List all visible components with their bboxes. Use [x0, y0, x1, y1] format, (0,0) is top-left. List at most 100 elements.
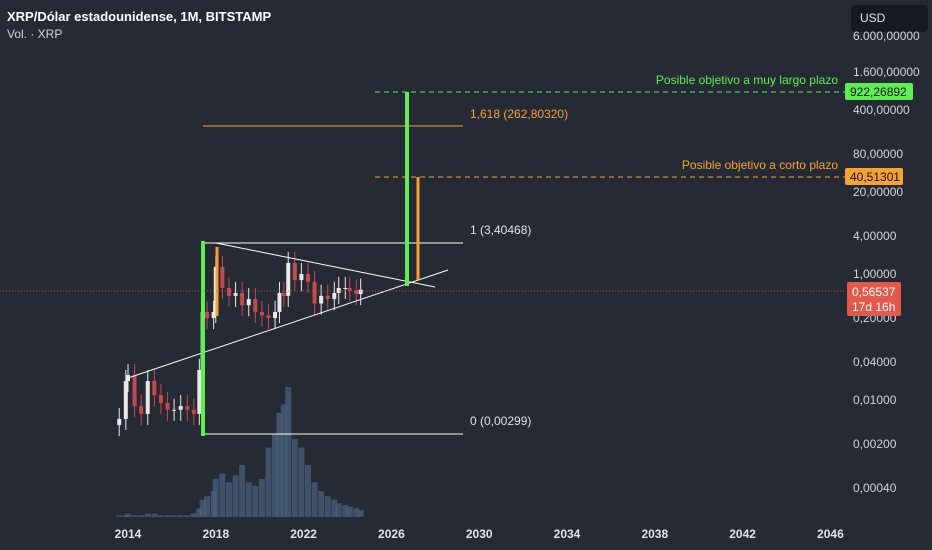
volume-bar	[245, 482, 252, 517]
candle-body	[132, 374, 137, 407]
volume-bar	[212, 478, 219, 517]
candle-body	[145, 381, 150, 414]
candle-body	[292, 262, 297, 281]
short-target-price: 40,51301	[850, 170, 900, 184]
short-target-text: Posible objetivo a corto plazo	[682, 158, 838, 172]
candle-body	[220, 266, 225, 288]
volume-bar	[219, 473, 226, 517]
x-tick-label: 2046	[817, 527, 844, 541]
x-tick-label: 2014	[115, 527, 142, 541]
volume-bar	[171, 515, 178, 517]
countdown: 17d 16h	[852, 300, 895, 314]
volume-bar	[276, 413, 283, 517]
x-tick-label: 2026	[378, 527, 405, 541]
volume-bar	[184, 515, 191, 517]
candle-body	[347, 287, 352, 291]
candle-body	[266, 315, 271, 319]
candle-body	[197, 369, 202, 414]
volume-bar	[196, 508, 203, 517]
volume-bar	[285, 387, 292, 517]
x-tick-label: 2018	[202, 527, 229, 541]
candle-body	[185, 406, 190, 410]
y-tick-label: 1.600,00000	[853, 65, 920, 79]
x-tick-label: 2038	[641, 527, 668, 541]
volume-bar	[331, 499, 338, 517]
y-tick-label: 0,01000	[853, 393, 897, 407]
candle-body	[165, 402, 170, 410]
y-tick-label: 0,00200	[853, 437, 897, 451]
volume-bar	[342, 504, 349, 517]
x-tick-label: 2022	[290, 527, 317, 541]
candle-body	[336, 287, 341, 293]
y-tick-label: 6.000,00000	[853, 29, 920, 43]
volume-bar	[144, 513, 151, 517]
candle-body	[277, 292, 282, 312]
volume-bar	[199, 499, 206, 517]
fib-level-0-label: 0 (0,00299)	[470, 414, 531, 428]
y-tick-label: 0,00040	[853, 481, 897, 495]
volume-bar	[190, 513, 197, 517]
volume-bar	[324, 496, 331, 517]
candle-body	[281, 292, 286, 296]
long-target-price: 922,26892	[850, 85, 907, 99]
candle-body	[240, 292, 245, 306]
currency-button[interactable]: USD	[851, 5, 928, 32]
candle-body	[152, 381, 157, 396]
volume-bar	[353, 508, 360, 517]
volume-bar	[225, 482, 232, 517]
volume-bar	[265, 447, 272, 517]
candle-body	[172, 409, 177, 411]
candle-body	[253, 299, 258, 312]
chart-title: XRP/Dólar estadounidense, 1M, BITSTAMP	[7, 9, 272, 24]
candle-body	[233, 292, 238, 296]
candle-body	[325, 295, 330, 300]
long-target-text: Posible objetivo a muy largo plazo	[656, 73, 838, 87]
candle-body	[226, 287, 231, 296]
volume-bar	[311, 482, 318, 517]
y-tick-label: 1,00000	[853, 267, 897, 281]
candle-body	[286, 262, 291, 296]
x-tick-label: 2042	[729, 527, 756, 541]
volume-bar	[304, 465, 311, 517]
candle-body	[354, 290, 359, 295]
y-tick-label: 4,00000	[853, 229, 897, 243]
candle-body	[259, 311, 264, 316]
fib-level-1618-label: 1,618 (262,80320)	[470, 107, 568, 121]
candle-body	[312, 281, 317, 304]
candle-body	[205, 311, 210, 319]
short-target-badge	[845, 168, 903, 185]
volume-bar	[346, 506, 353, 517]
candle-body	[191, 409, 196, 414]
volume-bar	[357, 510, 364, 517]
volume-bar	[252, 485, 259, 517]
volume-bar	[177, 515, 184, 517]
volume-bar	[239, 465, 246, 517]
volume-bar	[138, 515, 145, 517]
candle-body	[299, 274, 304, 281]
volume-bar	[204, 496, 211, 517]
volume-bar	[272, 433, 279, 517]
candle-body	[273, 311, 278, 319]
volume-bar	[157, 515, 164, 517]
candle-body	[158, 395, 163, 403]
y-tick-label: 80,00000	[853, 147, 903, 161]
candle-body	[343, 287, 348, 289]
candle-body	[139, 406, 144, 414]
candle-body	[305, 274, 310, 282]
volume-bar	[335, 503, 342, 517]
candle-body	[358, 289, 363, 295]
fib-level-1-label: 1 (3,40468)	[470, 223, 531, 237]
volume-bar	[298, 447, 305, 517]
x-tick-label: 2034	[554, 527, 581, 541]
y-tick-label: 0,04000	[853, 355, 897, 369]
volume-bar	[125, 513, 131, 517]
long-target-badge	[845, 83, 913, 100]
volume-bar	[291, 439, 298, 517]
volume-bar	[151, 513, 158, 517]
last-price-badge	[847, 282, 901, 316]
candle-body	[211, 311, 216, 319]
y-tick-label: 400,00000	[853, 103, 910, 117]
volume-bar	[164, 515, 171, 517]
candle-body	[117, 418, 122, 426]
